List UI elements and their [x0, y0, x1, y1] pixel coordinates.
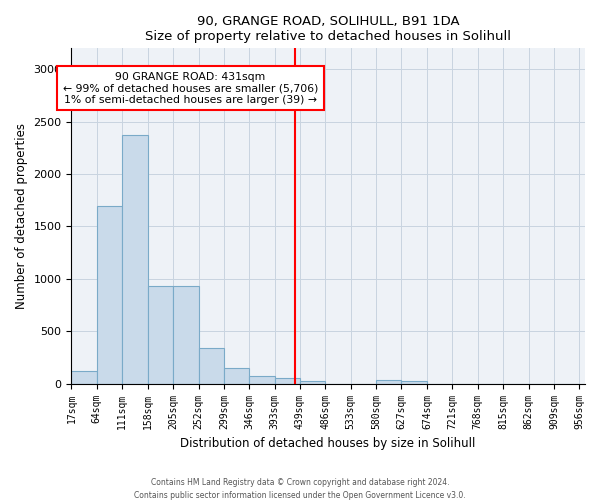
Text: Contains HM Land Registry data © Crown copyright and database right 2024.
Contai: Contains HM Land Registry data © Crown c… — [134, 478, 466, 500]
Bar — [97, 206, 122, 384]
Bar — [71, 371, 97, 384]
Bar — [401, 382, 427, 384]
Text: 90 GRANGE ROAD: 431sqm
← 99% of detached houses are smaller (5,706)
1% of semi-d: 90 GRANGE ROAD: 431sqm ← 99% of detached… — [63, 72, 318, 105]
X-axis label: Distribution of detached houses by size in Solihull: Distribution of detached houses by size … — [181, 437, 476, 450]
Y-axis label: Number of detached properties: Number of detached properties — [15, 123, 28, 309]
Bar — [300, 381, 325, 384]
Bar — [122, 136, 148, 384]
Bar — [173, 286, 199, 384]
Bar — [250, 376, 275, 384]
Title: 90, GRANGE ROAD, SOLIHULL, B91 1DA
Size of property relative to detached houses : 90, GRANGE ROAD, SOLIHULL, B91 1DA Size … — [145, 15, 511, 43]
Bar — [148, 286, 173, 384]
Bar — [376, 380, 401, 384]
Bar — [224, 368, 250, 384]
Bar — [199, 348, 224, 384]
Bar — [275, 378, 300, 384]
